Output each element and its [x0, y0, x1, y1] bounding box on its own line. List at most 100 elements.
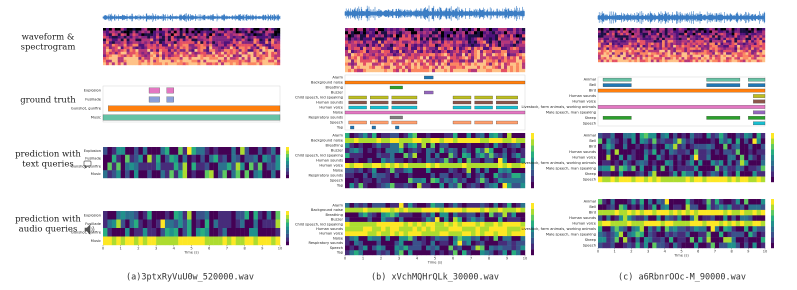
class-label: Male speech, man speaking	[546, 166, 596, 170]
spectrogram-cell	[251, 57, 254, 60]
spectrogram-cell	[709, 60, 712, 63]
spectrogram-cell	[726, 45, 729, 48]
heatmap-cell	[516, 241, 521, 246]
heatmap-cell	[462, 133, 467, 138]
spectrogram-cell	[486, 28, 489, 31]
heatmap-cell	[757, 226, 761, 232]
spectrogram-cell	[456, 41, 459, 44]
spectrogram-cell	[715, 30, 718, 33]
spectrogram-cell	[598, 50, 601, 53]
spectrogram-cell	[189, 36, 192, 39]
spectrogram-cell	[408, 50, 411, 53]
heatmap-cell	[677, 237, 681, 243]
heatmap-cell	[417, 231, 422, 236]
spectrogram-cell	[690, 40, 693, 43]
spectrogram-cell	[245, 28, 248, 31]
spectrogram-cell	[601, 28, 604, 31]
heatmap-cell	[408, 173, 413, 178]
heatmap-cell	[408, 227, 413, 232]
heatmap-cell	[390, 138, 395, 143]
heatmap-cell	[143, 147, 148, 155]
spectrogram-cell	[629, 28, 632, 31]
heatmap-cell	[209, 237, 214, 246]
spectrogram-cell	[144, 39, 147, 42]
class-label: Gunshot, gunfire	[71, 230, 102, 234]
heatmap-cell	[399, 173, 404, 178]
heatmap-cell	[422, 227, 427, 232]
spectrogram-cell	[177, 54, 180, 57]
spectrogram-cell	[732, 33, 735, 36]
heatmap-cell	[503, 173, 508, 178]
heatmap-cell	[399, 217, 404, 222]
spectrogram-cell	[405, 28, 408, 31]
spectrogram-cell	[369, 31, 372, 34]
heatmap-cell	[711, 155, 715, 161]
spectrogram-cell	[668, 38, 671, 41]
heatmap-cell	[134, 237, 139, 246]
spectrogram-cell	[230, 44, 233, 47]
heatmap-cell	[156, 220, 161, 229]
spectrogram-cell	[390, 66, 393, 69]
spectrogram-cell	[670, 50, 673, 53]
spectrogram-cell	[221, 31, 224, 34]
spectrogram-cell	[248, 57, 251, 60]
spectrogram-cell	[429, 63, 432, 66]
spectrogram-cell	[197, 57, 200, 60]
spectrogram-cell	[468, 41, 471, 44]
heatmap-cell	[723, 232, 727, 238]
heatmap-cell	[702, 133, 706, 139]
spectrogram-cell	[381, 50, 384, 53]
heatmap-cell	[422, 183, 427, 188]
heatmap-cell	[761, 138, 765, 144]
heatmap-cell	[103, 237, 108, 246]
heatmap-cell	[665, 144, 669, 150]
spectrogram-cell	[354, 44, 357, 47]
spectrogram-cell	[617, 57, 620, 60]
heatmap-cell	[209, 155, 214, 163]
spectrogram-cell	[438, 59, 441, 62]
spectrogram-cell	[112, 54, 115, 57]
heatmap-cell	[669, 243, 673, 249]
heatmap-cell	[698, 155, 702, 161]
row-label: text queries	[22, 160, 73, 170]
heatmap-cell	[623, 149, 627, 155]
heatmap-cell	[498, 133, 503, 138]
heatmap-cell	[413, 168, 418, 173]
heatmap-cell	[606, 199, 610, 205]
spectrogram-cell	[414, 66, 417, 69]
heatmap-cell	[744, 226, 748, 232]
spectrogram-cell	[127, 39, 130, 42]
spectrogram-cell	[121, 47, 124, 50]
spectrogram-cell	[483, 47, 486, 50]
heatmap-cell	[485, 148, 490, 153]
spectrogram-cell	[224, 36, 227, 39]
spectrogram-cell	[519, 31, 522, 34]
spectrogram-cell	[453, 44, 456, 47]
heatmap-cell	[748, 232, 752, 238]
spectrogram-cell	[253, 60, 256, 63]
heatmap-cell	[673, 149, 677, 155]
spectrogram-cell	[659, 45, 662, 48]
heatmap-cell	[627, 144, 631, 150]
heatmap-cell	[636, 243, 640, 249]
spectrogram-cell	[707, 40, 710, 43]
spectrogram-cell	[729, 60, 732, 63]
spectrogram-cell	[698, 60, 701, 63]
heatmap-cell	[462, 246, 467, 251]
heatmap-cell	[631, 177, 635, 183]
heatmap-cell	[372, 222, 377, 227]
spectrogram-cell	[498, 50, 501, 53]
spectrogram-cell	[375, 44, 378, 47]
spectrogram-cell	[695, 38, 698, 41]
heatmap-cell	[377, 148, 382, 153]
heatmap-cell	[130, 211, 135, 220]
heatmap-cell	[408, 250, 413, 255]
spectrogram-cell	[115, 33, 118, 36]
spectrogram-cell	[245, 41, 248, 44]
heatmap-cell	[652, 204, 656, 210]
spectrogram-cell	[492, 69, 495, 72]
heatmap-cell	[480, 236, 485, 241]
spectrogram-cell	[712, 50, 715, 53]
spectrogram-cell	[426, 31, 429, 34]
spectrogram-cell	[203, 36, 206, 39]
